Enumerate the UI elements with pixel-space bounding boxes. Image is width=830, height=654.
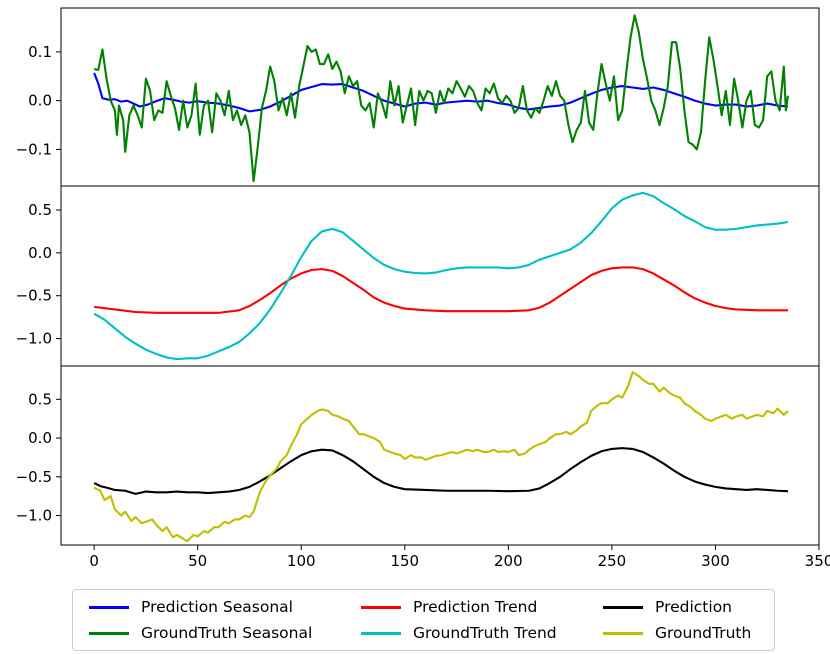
y-tick-label-middle: 0.0 xyxy=(28,244,52,262)
legend: Prediction Seasonal GroundTruth Seasonal… xyxy=(72,589,775,651)
legend-item-groundtruth-seasonal: GroundTruth Seasonal xyxy=(89,622,312,644)
chart-panel-top: 0.1 0.0 −0.1 xyxy=(16,7,820,187)
legend-swatch-prediction-seasonal xyxy=(89,605,129,609)
legend-swatch-groundtruth-trend xyxy=(361,631,401,635)
chart-panel-middle: 0.5 0.0 −0.5 −1.0 xyxy=(16,185,820,367)
legend-item-prediction-trend: Prediction Trend xyxy=(361,596,537,618)
x-tick-label: 0 xyxy=(89,552,99,570)
series-line-groundtruth-seasonal xyxy=(93,14,789,183)
x-tick-label: 150 xyxy=(390,552,419,570)
x-tick-label: 250 xyxy=(598,552,627,570)
series-line-prediction xyxy=(93,447,788,495)
legend-label-prediction: Prediction xyxy=(655,598,733,616)
x-tick-label: 350 xyxy=(805,552,830,570)
chart-panel-bottom: 0.5 0.0 −0.5 −1.0 0 50 100 150 200 250 300 350 xyxy=(16,365,830,570)
legend-item-groundtruth: GroundTruth xyxy=(603,622,751,644)
legend-label-prediction-seasonal: Prediction Seasonal xyxy=(141,598,293,616)
legend-label-groundtruth-trend: GroundTruth Trend xyxy=(413,624,557,642)
axes-frame-top xyxy=(60,7,820,187)
y-tick-label-bottom: 0.5 xyxy=(28,390,52,408)
y-tick-label-middle: −0.5 xyxy=(16,287,52,305)
legend-swatch-prediction xyxy=(603,605,643,609)
y-tick-label-top: 0.1 xyxy=(28,43,52,61)
x-tick-label: 300 xyxy=(701,552,730,570)
axes-frame-middle xyxy=(60,185,820,367)
legend-item-prediction-seasonal: Prediction Seasonal xyxy=(89,596,293,618)
y-tick-label-top: 0.0 xyxy=(28,92,52,110)
axes-frame-bottom xyxy=(60,365,820,546)
series-line-groundtruth-trend xyxy=(93,191,789,361)
y-tick-label-bottom: −1.0 xyxy=(16,507,52,525)
y-tick-label-bottom: −0.5 xyxy=(16,468,52,486)
legend-swatch-groundtruth xyxy=(603,631,643,635)
legend-item-prediction: Prediction xyxy=(603,596,732,618)
legend-item-groundtruth-trend: GroundTruth Trend xyxy=(361,622,557,644)
legend-label-groundtruth-seasonal: GroundTruth Seasonal xyxy=(141,624,313,642)
x-tick-label: 200 xyxy=(494,552,523,570)
y-tick-label-middle: 0.5 xyxy=(28,201,52,219)
legend-swatch-groundtruth-seasonal xyxy=(89,631,129,635)
y-tick-label-middle: −1.0 xyxy=(16,330,52,348)
legend-label-prediction-trend: Prediction Trend xyxy=(413,598,538,616)
series-line-groundtruth xyxy=(93,371,789,543)
legend-label-groundtruth: GroundTruth xyxy=(655,624,752,642)
y-tick-label-bottom: 0.0 xyxy=(28,429,52,447)
x-tick-label: 100 xyxy=(287,552,316,570)
y-tick-label-top: −0.1 xyxy=(16,140,52,158)
series-line-prediction-trend xyxy=(94,266,788,314)
legend-swatch-prediction-trend xyxy=(361,605,401,609)
x-tick-label: 50 xyxy=(188,552,207,570)
